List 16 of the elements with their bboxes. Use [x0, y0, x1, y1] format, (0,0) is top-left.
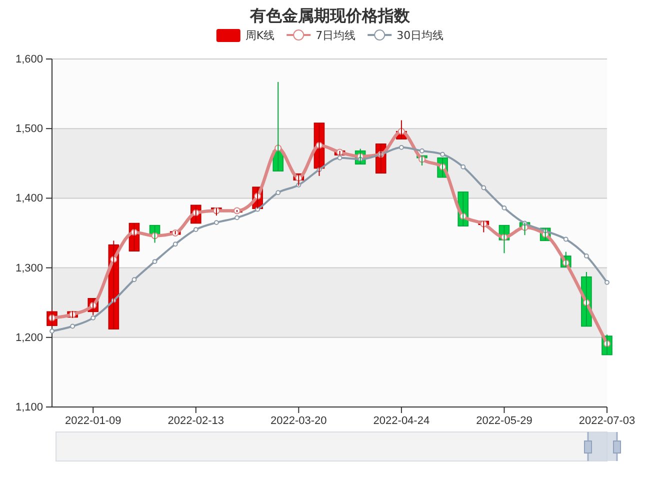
legend-label: 7日均线: [316, 29, 356, 42]
y-tick-label: 1,600: [15, 54, 43, 66]
y-tick-label: 1,100: [15, 402, 43, 414]
y-tick-label: 1,200: [15, 332, 43, 344]
legend-label: 30日均线: [396, 29, 444, 42]
x-tick-label: 2022-05-29: [476, 414, 532, 427]
legend-label: 周K线: [245, 29, 275, 42]
x-tick-label: 2022-02-13: [168, 414, 224, 427]
x-tick-label: 2022-04-24: [373, 414, 430, 427]
y-tick-label: 1,400: [15, 192, 43, 205]
x-tick-label: 2022-01-09: [64, 414, 122, 427]
y-tick-label: 1,300: [15, 262, 43, 274]
x-tick-label: 2022-07-03: [578, 414, 636, 427]
y-tick-label: 1,500: [15, 123, 43, 136]
chart-title: 有色金属期现价格指数: [249, 6, 411, 25]
x-tick-label: 2022-03-20: [270, 414, 327, 427]
